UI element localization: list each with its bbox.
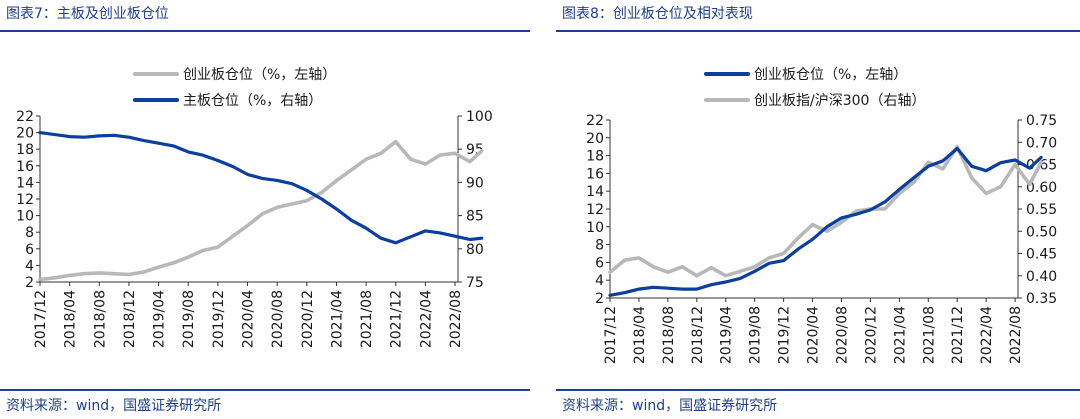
legend-label: 创业板仓位（%，左轴） — [754, 67, 907, 83]
series-line-gray — [608, 144, 1043, 278]
x-tick-label: 2022/08 — [448, 290, 464, 348]
chart7-title: 图表7：主板及创业板仓位 — [6, 6, 169, 22]
y-left-tick-label: 6 — [25, 242, 34, 258]
y-left-tick-label: 16 — [586, 166, 604, 182]
y-left-tick-label: 12 — [16, 192, 34, 208]
series-line-gray — [38, 139, 484, 282]
y-left-tick-label: 4 — [25, 258, 34, 274]
x-tick-label: 2017/12 — [603, 306, 619, 364]
y-right-tick-label: 0.55 — [1026, 202, 1057, 218]
y-left-tick-label: 14 — [586, 184, 604, 200]
x-tick-label: 2020/08 — [270, 290, 286, 348]
x-tick-label: 2021/08 — [359, 290, 375, 348]
y-right-tick-label: 0.75 — [1026, 113, 1057, 129]
y-left-tick-label: 16 — [16, 159, 34, 175]
x-tick-label: 2019/04 — [152, 290, 168, 348]
x-tick-label: 2020/12 — [300, 290, 316, 348]
x-tick-label: 2018/04 — [632, 306, 648, 364]
y-left-tick-label: 12 — [586, 202, 604, 218]
x-tick-label: 2019/08 — [748, 306, 764, 364]
x-tick-label: 2018/12 — [122, 290, 138, 348]
x-tick-label: 2018/12 — [690, 306, 706, 364]
x-tick-label: 2022/04 — [418, 290, 434, 348]
y-left-tick-label: 18 — [16, 142, 34, 158]
x-tick-label: 2018/08 — [661, 306, 677, 364]
series-line-blue — [38, 130, 484, 245]
y-left-tick-label: 2 — [25, 275, 34, 291]
x-tick-label: 2022/08 — [1008, 306, 1024, 364]
x-tick-label: 2019/04 — [719, 306, 735, 364]
y-left-tick-label: 20 — [16, 126, 34, 142]
x-tick-label: 2021/04 — [892, 306, 908, 364]
y-left-tick-label: 20 — [586, 131, 604, 147]
x-tick-label: 2018/04 — [63, 290, 79, 348]
x-tick-label: 2020/04 — [241, 290, 257, 348]
chart7-top-divider — [0, 30, 530, 32]
x-tick-label: 2021/12 — [389, 290, 405, 348]
x-tick-label: 2020/08 — [834, 306, 850, 364]
x-tick-label: 2022/04 — [979, 306, 995, 364]
y-right-tick-label: 0.50 — [1026, 224, 1057, 240]
x-tick-label: 2020/12 — [863, 306, 879, 364]
chart8-title: 图表8：创业板仓位及相对表现 — [562, 6, 753, 22]
x-tick-label: 2019/12 — [777, 306, 793, 364]
y-left-tick-label: 2 — [595, 291, 604, 307]
y-left-tick-label: 8 — [25, 225, 34, 241]
y-left-tick-label: 10 — [16, 209, 34, 225]
chart7-source-note: 资料来源：wind，国盛证券研究所 — [6, 398, 222, 414]
chart8-source-note: 资料来源：wind，国盛证券研究所 — [562, 398, 778, 414]
y-right-tick-label: 0.65 — [1026, 158, 1057, 174]
x-tick-label: 2021/12 — [950, 306, 966, 364]
x-tick-label: 2017/12 — [33, 290, 49, 348]
y-right-tick-label: 0.45 — [1026, 247, 1057, 263]
y-right-tick-label: 90 — [466, 175, 484, 191]
x-tick-label: 2019/12 — [211, 290, 227, 348]
chart7-bottom-divider — [0, 389, 530, 391]
series-line-blue — [608, 146, 1043, 297]
y-left-tick-label: 14 — [16, 175, 34, 191]
y-right-tick-label: 0.70 — [1026, 135, 1057, 151]
x-tick-label: 2019/08 — [181, 290, 197, 348]
x-tick-label: 2021/08 — [921, 306, 937, 364]
y-right-tick-label: 0.40 — [1026, 269, 1057, 285]
y-left-tick-label: 6 — [595, 255, 604, 271]
y-right-tick-label: 0.60 — [1026, 180, 1057, 196]
y-right-tick-label: 85 — [466, 209, 484, 225]
chart8-top-divider — [556, 30, 1080, 32]
legend-label: 主板仓位（%，右轴） — [183, 93, 322, 109]
y-left-tick-label: 22 — [16, 109, 34, 125]
x-tick-label: 2020/04 — [806, 306, 822, 364]
legend-label: 创业板指/沪深300（右轴） — [754, 93, 925, 109]
right-chart-panel: 图表8：创业板仓位及相对表现 2 4 6 8 10 12 14 16 18 20 22 0.35 0.4… — [556, 0, 1080, 419]
y-right-tick-label: 75 — [466, 275, 484, 291]
y-left-tick-label: 8 — [595, 238, 604, 254]
y-left-tick-label: 10 — [586, 220, 604, 236]
legend-label: 创业板仓位（%，左轴） — [183, 67, 336, 83]
y-right-tick-label: 80 — [466, 242, 484, 258]
x-tick-label: 2018/08 — [92, 290, 108, 348]
y-left-tick-label: 4 — [595, 273, 604, 289]
y-right-tick-label: 100 — [466, 109, 493, 125]
chart8-bottom-divider — [556, 389, 1080, 391]
y-left-tick-label: 18 — [586, 149, 604, 165]
y-left-tick-label: 22 — [586, 113, 604, 129]
left-chart-panel: 图表7：主板及创业板仓位 2 4 6 8 10 12 14 16 18 20 22 75 80 85 90 9… — [0, 0, 530, 419]
x-tick-label: 2021/04 — [329, 290, 345, 348]
y-right-tick-label: 0.35 — [1026, 291, 1057, 307]
